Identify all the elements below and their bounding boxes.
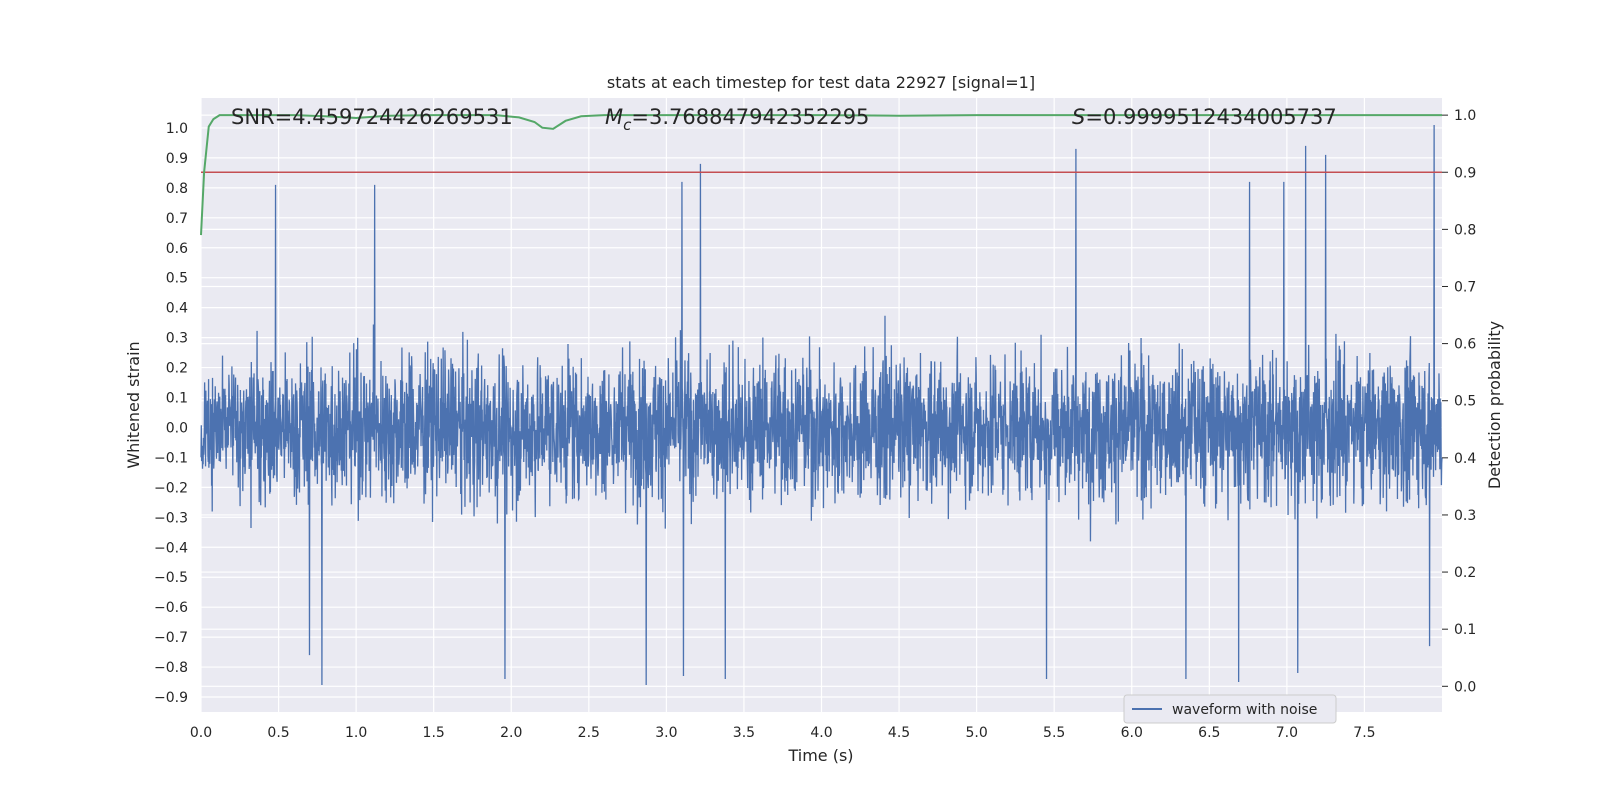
y-tick-label-right: 0.1	[1454, 622, 1476, 638]
x-tick-label: 5.5	[1043, 725, 1065, 741]
snr-annotation: SNR=4.459724426269531	[231, 105, 513, 129]
y-tick-label-left: 0.9	[166, 151, 188, 167]
x-tick-label: 4.0	[810, 725, 832, 741]
y-tick-label-left: −0.3	[154, 510, 188, 526]
significance-annotation: S=0.9999512434005737	[1072, 105, 1337, 129]
y-tick-label-left: −0.1	[154, 450, 188, 466]
waveform-line	[200, 124, 1443, 686]
y-tick-label-right: 0.7	[1454, 279, 1476, 295]
chirp-mass-annotation: Mc=3.768847942352295	[605, 105, 869, 134]
y-tick-label-left: 0.7	[166, 211, 188, 227]
legend-box	[1123, 694, 1337, 724]
y-axis-label-left: Whitened strain	[124, 341, 143, 468]
y-tick-label-left: 0.6	[166, 241, 188, 257]
y-tick-label-right: 0.3	[1454, 508, 1476, 524]
probability-series	[200, 114, 1442, 236]
x-tick-label: 1.0	[345, 725, 367, 741]
x-tick-label: 5.0	[965, 725, 987, 741]
x-axis-label: Time (s)	[787, 746, 853, 765]
x-tick-label: 2.5	[578, 725, 600, 741]
y-tick-label-right: 0.9	[1454, 165, 1476, 181]
y-tick-label-right: 0.2	[1454, 565, 1476, 581]
chart-title: stats at each timestep for test data 229…	[607, 73, 1035, 92]
legend-label: waveform with noise	[1172, 702, 1317, 718]
probability-line	[200, 114, 1442, 236]
y-tick-label-right: 0.0	[1454, 679, 1476, 695]
x-tick-label: 3.0	[655, 725, 677, 741]
chirp-mass-symbol: M	[605, 105, 623, 129]
y-tick-label-right: 0.4	[1454, 451, 1476, 467]
y-tick-label-left: 0.5	[166, 271, 188, 287]
y-tick-label-left: −0.7	[154, 630, 188, 646]
x-tick-label: 0.0	[190, 725, 212, 741]
y-tick-label-left: −0.2	[154, 480, 188, 496]
y-tick-label-right: 0.5	[1454, 394, 1476, 410]
y-tick-label-left: −0.9	[154, 690, 188, 706]
significance-value: =0.9999512434005737	[1085, 105, 1336, 129]
y-tick-label-left: −0.8	[154, 660, 188, 676]
ticks: 0.0 0.5 1.0 1.5 2.0 2.5 3.0 3.5 4.0 4.5 5.0 5.5 6.0 6…	[154, 108, 1476, 741]
y-tick-label-right: 0.6	[1454, 337, 1476, 353]
y-tick-label-left: −0.4	[154, 540, 188, 556]
waveform-series	[200, 124, 1443, 686]
x-tick-label: 1.5	[423, 725, 445, 741]
significance-symbol: S	[1072, 105, 1085, 129]
x-tick-label: 7.5	[1353, 725, 1375, 741]
y-tick-label-left: 1.0	[166, 121, 188, 137]
y-tick-label-left: 0.1	[166, 391, 188, 407]
y-tick-label-left: −0.6	[154, 600, 188, 616]
y-tick-label-left: 0.2	[166, 361, 188, 377]
y-tick-label-right: 0.8	[1454, 222, 1476, 238]
chirp-mass-value: =3.768847942352295	[631, 105, 869, 129]
x-tick-label: 0.5	[267, 725, 289, 741]
x-tick-label: 6.0	[1121, 725, 1143, 741]
x-tick-label: 2.0	[500, 725, 522, 741]
y-tick-label-left: 0.4	[166, 301, 188, 317]
y-tick-label-left: 0.3	[166, 331, 188, 347]
x-tick-label: 3.5	[733, 725, 755, 741]
y-tick-label-left: −0.5	[154, 570, 188, 586]
legend: waveform with noise	[1123, 694, 1337, 724]
y-tick-label-right: 1.0	[1454, 108, 1476, 124]
y-axis-label-right: Detection probability	[1485, 321, 1504, 489]
x-tick-label: 7.0	[1276, 725, 1298, 741]
y-tick-label-left: 0.8	[166, 181, 188, 197]
x-tick-label: 4.5	[888, 725, 910, 741]
y-tick-label-left: 0.0	[166, 420, 188, 436]
chirp-mass-subscript: c	[623, 116, 632, 134]
x-tick-label: 6.5	[1198, 725, 1220, 741]
